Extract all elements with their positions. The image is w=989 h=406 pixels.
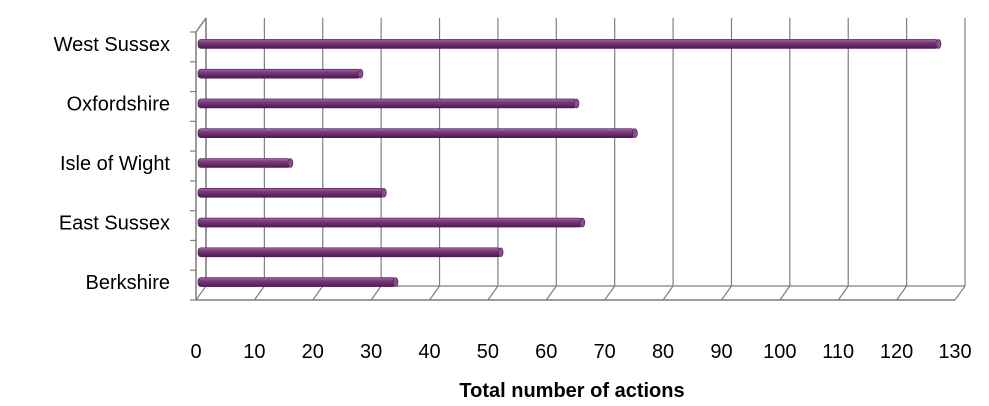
- x-tick-label: 110: [822, 341, 854, 363]
- bar: [198, 69, 363, 78]
- bar: [198, 218, 585, 227]
- floor-tick: [546, 286, 556, 300]
- category-label: Isle of Wight: [60, 153, 170, 175]
- x-tick-label: 130: [938, 341, 971, 363]
- floor-tick: [313, 286, 323, 300]
- category-label: Berkshire: [86, 272, 170, 294]
- bar-body: [198, 188, 384, 197]
- x-tick-label: 0: [190, 341, 201, 363]
- bar: [198, 188, 386, 197]
- bar: [198, 129, 637, 138]
- x-tick-labels: 0 10 20 30 40 50 60 70 80 90 100 110 120 130: [190, 341, 971, 363]
- floor-tick: [196, 286, 206, 300]
- bar: [198, 248, 503, 257]
- bar-body: [198, 69, 360, 78]
- floor-tick: [254, 286, 264, 300]
- category-label: West Sussex: [54, 34, 170, 56]
- bar-end-cap: [498, 248, 503, 257]
- floor-tick: [780, 286, 790, 300]
- bar-body: [198, 129, 635, 138]
- x-tick-label: 60: [535, 341, 557, 363]
- x-tick-label: 40: [418, 341, 440, 363]
- floor-tick: [897, 286, 907, 300]
- floor-tick: [371, 286, 381, 300]
- category-labels: West Sussex Oxfordshire Isle of Wight East …: [54, 34, 171, 294]
- floor-tick: [721, 286, 731, 300]
- category-label: Oxfordshire: [67, 93, 170, 115]
- x-tick-label: 20: [302, 341, 324, 363]
- x-tick-label: 100: [763, 341, 796, 363]
- bar: [198, 159, 293, 168]
- floor-tick: [488, 286, 498, 300]
- bar-end-cap: [381, 188, 386, 197]
- x-tick-label: 120: [880, 341, 913, 363]
- bar-end-cap: [574, 99, 579, 108]
- bar-end-cap: [358, 69, 363, 78]
- bar-body: [198, 218, 582, 227]
- bar-layer: [198, 39, 941, 286]
- x-axis-title: Total number of actions: [459, 380, 684, 402]
- floor-tick: [663, 286, 673, 300]
- bar-body: [198, 39, 938, 48]
- grid-layer: [190, 18, 965, 300]
- bar-body: [198, 99, 577, 108]
- x-tick-label: 70: [594, 341, 616, 363]
- x-tick-label: 90: [710, 341, 732, 363]
- category-label: East Sussex: [59, 213, 170, 235]
- bar-end-cap: [393, 278, 398, 287]
- floor-tick: [605, 286, 615, 300]
- floor-tick: [955, 286, 965, 300]
- bar-end-cap: [580, 218, 585, 227]
- bar: [198, 39, 941, 48]
- bar-end-cap: [288, 159, 293, 168]
- bar-body: [198, 159, 290, 168]
- x-tick-label: 80: [652, 341, 674, 363]
- bar-body: [198, 278, 396, 287]
- x-tick-label: 50: [477, 341, 499, 363]
- bar-body: [198, 248, 501, 257]
- floor-tick: [838, 286, 848, 300]
- bar: [198, 278, 398, 287]
- bar-end-cap: [936, 39, 941, 48]
- side-wall-top: [196, 18, 206, 32]
- floor-tick: [430, 286, 440, 300]
- x-tick-label: 10: [243, 341, 265, 363]
- x-tick-label: 30: [360, 341, 382, 363]
- bar: [198, 99, 579, 108]
- bar-end-cap: [632, 129, 637, 138]
